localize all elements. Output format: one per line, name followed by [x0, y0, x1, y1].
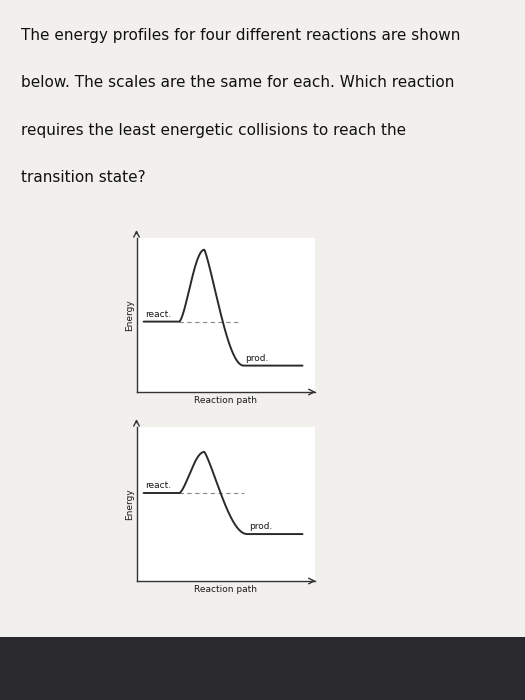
Text: requires the least energetic collisions to reach the: requires the least energetic collisions …: [21, 122, 406, 138]
Text: The energy profiles for four different reactions are shown: The energy profiles for four different r…: [21, 28, 460, 43]
Text: prod.: prod.: [245, 354, 269, 363]
Text: react.: react.: [145, 309, 172, 318]
Text: react.: react.: [145, 481, 172, 490]
X-axis label: Reaction path: Reaction path: [194, 585, 257, 594]
Y-axis label: Energy: Energy: [125, 488, 134, 520]
Text: prod.: prod.: [249, 522, 272, 531]
Y-axis label: Energy: Energy: [125, 299, 134, 331]
X-axis label: Reaction path: Reaction path: [194, 396, 257, 405]
Text: below. The scales are the same for each. Which reaction: below. The scales are the same for each.…: [21, 76, 454, 90]
Text: transition state?: transition state?: [21, 170, 145, 185]
